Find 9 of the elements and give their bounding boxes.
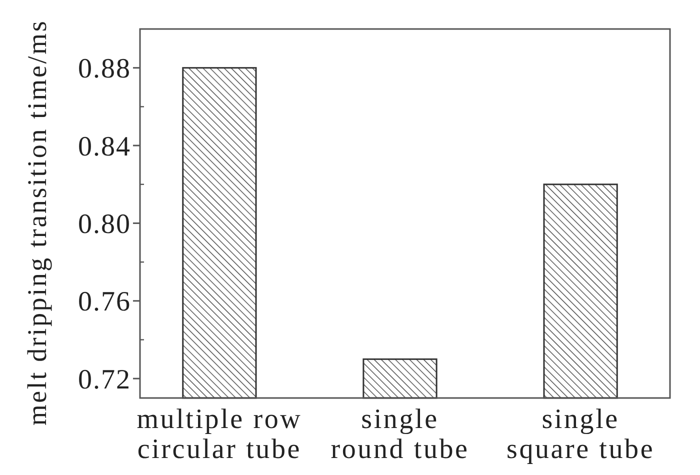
y-tick-label: 0.76: [78, 286, 131, 318]
y-tick-label: 0.80: [78, 209, 131, 240]
x-tick-label: multiple row circular tube: [136, 404, 302, 465]
y-tick-label: 0.88: [78, 54, 131, 85]
y-tick-label: 0.84: [78, 131, 131, 162]
y-tick-label: 0.72: [78, 364, 131, 396]
x-tick-label: single square tube: [506, 404, 655, 465]
y-axis-title: melt dripping transition time/ms: [22, 19, 52, 426]
x-tick-label: single round tube: [330, 404, 470, 465]
